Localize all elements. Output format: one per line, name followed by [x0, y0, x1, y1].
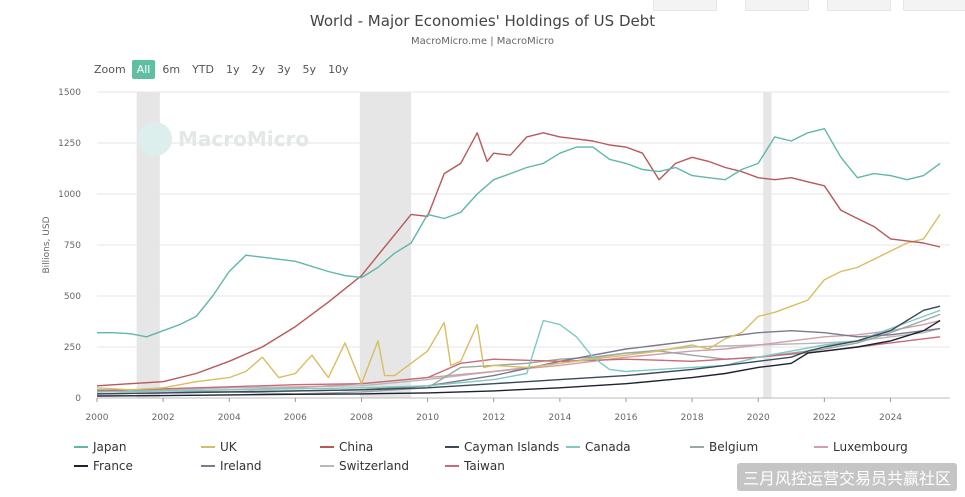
watermark-logo-icon: [138, 122, 172, 156]
zoom-bar: Zoom All 6m YTD 1y 2y 3y 5y 10y: [94, 60, 356, 79]
top-toolbar-box-1: [653, 0, 717, 11]
legend-label: Canada: [585, 440, 631, 454]
legend-swatch: [690, 446, 704, 448]
legend-swatch: [320, 446, 334, 448]
x-tick-label: 2000: [86, 413, 109, 423]
x-tick-label: 2008: [350, 413, 373, 423]
top-toolbar-box-3: [827, 0, 891, 11]
legend-label: Luxembourg: [833, 440, 908, 454]
legend-label: Switzerland: [339, 459, 409, 473]
legend-swatch: [320, 465, 334, 467]
x-tick-label: 2002: [152, 413, 175, 423]
x-tick-label: 2014: [548, 413, 571, 423]
x-tick-label: 2012: [482, 413, 505, 423]
zoom-2y-button[interactable]: 2y: [251, 63, 266, 76]
zoom-6m-button[interactable]: 6m: [162, 63, 181, 76]
series-line-belgium: [96, 313, 941, 395]
y-tick-label: 250: [64, 343, 81, 353]
legend-item-uk[interactable]: UK: [201, 440, 237, 454]
chart-subtitle: MacroMicro.me | MacroMicro: [411, 36, 554, 47]
legend-label: China: [339, 440, 374, 454]
y-tick-label: 1000: [58, 190, 81, 200]
legend-swatch: [74, 465, 88, 467]
legend-item-china[interactable]: China: [320, 440, 373, 454]
y-axis-label: Billions, USD: [42, 216, 52, 273]
x-tick-label: 2006: [284, 413, 307, 423]
series-line-luxembourg: [96, 319, 941, 393]
legend-swatch: [814, 446, 828, 448]
series-line-switzerland: [96, 327, 941, 393]
x-tick-label: 2010: [416, 413, 439, 423]
legend-label: UK: [220, 440, 237, 454]
y-tick-label: 1250: [58, 139, 81, 149]
y-tick-label: 0: [75, 394, 81, 404]
legend-swatch: [74, 446, 88, 448]
legend-swatch: [201, 446, 215, 448]
legend-item-luxembourg[interactable]: Luxembourg: [814, 440, 908, 454]
series-line-france: [96, 319, 941, 397]
x-tick-label: 2004: [218, 413, 241, 423]
legend-item-france[interactable]: France: [74, 459, 133, 473]
series-line-uk: [96, 214, 941, 391]
legend-label: Cayman Islands: [464, 440, 560, 454]
zoom-label: Zoom: [94, 63, 126, 76]
legend-item-japan[interactable]: Japan: [74, 440, 126, 454]
legend-swatch: [566, 446, 580, 448]
legend-swatch: [201, 465, 215, 467]
legend-item-cayman-islands[interactable]: Cayman Islands: [445, 440, 559, 454]
legend-swatch: [445, 465, 459, 467]
legend-label: Ireland: [220, 459, 262, 473]
series-line-china: [96, 132, 941, 387]
corner-watermark: 三月风控运营交易员共赢社区: [736, 463, 957, 491]
top-toolbar-box-2: [745, 0, 809, 11]
x-tick-label: 2016: [615, 413, 638, 423]
zoom-10y-button[interactable]: 10y: [328, 63, 349, 76]
zoom-3y-button[interactable]: 3y: [277, 63, 291, 76]
legend-label: Taiwan: [464, 459, 505, 473]
legend-item-taiwan[interactable]: Taiwan: [445, 459, 505, 473]
zoom-5y-button[interactable]: 5y: [302, 63, 317, 76]
legend-item-switzerland[interactable]: Switzerland: [320, 459, 409, 473]
legend-item-ireland[interactable]: Ireland: [201, 459, 262, 473]
chart-title: World - Major Economies' Holdings of US …: [309, 12, 656, 30]
x-tick-label: 2020: [747, 413, 770, 423]
legend-label: Belgium: [709, 440, 759, 454]
y-tick-label: 500: [64, 292, 81, 302]
x-tick-label: 2022: [813, 413, 836, 423]
legend-item-canada[interactable]: Canada: [566, 440, 631, 454]
y-tick-label: 750: [64, 241, 81, 251]
series-line-canada: [96, 309, 941, 393]
zoom-ytd-button[interactable]: YTD: [192, 63, 214, 76]
x-tick-label: 2024: [879, 413, 902, 423]
x-tick-label: 2018: [681, 413, 704, 423]
legend-label: Japan: [93, 440, 127, 454]
watermark-text: MacroMicro: [178, 127, 309, 151]
zoom-all-button[interactable]: All: [131, 60, 156, 79]
top-toolbar-box-4: [903, 0, 965, 11]
series-line-japan: [97, 127, 941, 338]
legend-item-belgium[interactable]: Belgium: [690, 440, 758, 454]
legend-swatch: [445, 446, 459, 448]
legend-label: France: [93, 459, 133, 473]
y-tick-label: 1500: [58, 88, 81, 98]
zoom-1y-button[interactable]: 1y: [226, 63, 240, 76]
series-line-cayman-islands: [96, 305, 941, 395]
